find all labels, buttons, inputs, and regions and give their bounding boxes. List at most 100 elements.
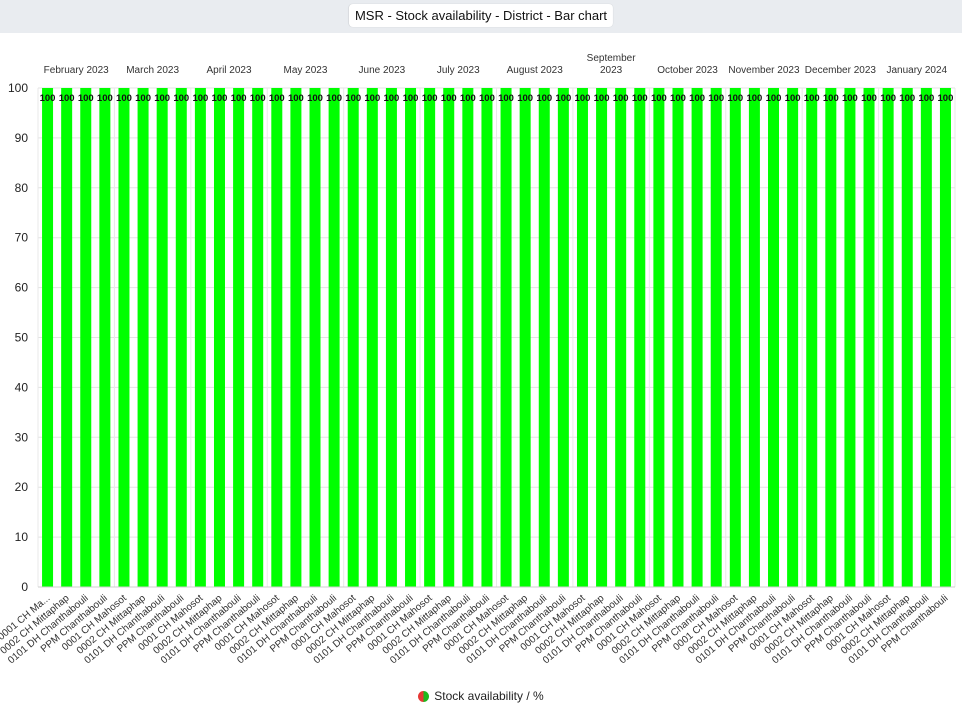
bar <box>768 88 780 587</box>
group-label: February 2023 <box>44 65 109 76</box>
bar-value-label: 100 <box>689 93 705 104</box>
bar-value-label: 100 <box>154 93 170 104</box>
bar <box>748 88 760 587</box>
bar-value-label: 100 <box>116 93 132 104</box>
bar-value-label: 100 <box>708 93 724 104</box>
group-label: July 2023 <box>437 65 480 76</box>
bar <box>347 88 359 587</box>
bar-value-label: 100 <box>250 93 266 104</box>
group-label: April 2023 <box>207 65 252 76</box>
y-tick-label: 90 <box>15 131 29 145</box>
bar <box>80 88 92 587</box>
legend[interactable]: Stock availability / % <box>0 688 962 704</box>
y-tick-label: 20 <box>15 480 29 494</box>
bar-value-label: 100 <box>326 93 342 104</box>
bar-value-label: 100 <box>670 93 686 104</box>
bar <box>194 88 206 587</box>
group-label: August 2023 <box>507 65 564 76</box>
bar <box>500 88 512 587</box>
bar <box>175 88 187 587</box>
bar-value-label: 100 <box>78 93 94 104</box>
group-label: November 2023 <box>728 65 800 76</box>
y-tick-label: 50 <box>15 331 29 345</box>
bar <box>596 88 608 587</box>
bar <box>653 88 665 587</box>
bar-value-label: 100 <box>212 93 228 104</box>
bar-value-label: 100 <box>842 93 858 104</box>
bar-value-label: 100 <box>441 93 457 104</box>
legend-label: Stock availability / % <box>434 689 544 703</box>
bar <box>519 88 531 587</box>
bar-value-label: 100 <box>651 93 667 104</box>
legend-swatch <box>418 690 430 702</box>
bar-value-label: 100 <box>383 93 399 104</box>
bar <box>576 88 588 587</box>
bar <box>634 88 646 587</box>
bar <box>309 88 321 587</box>
bar <box>99 88 111 587</box>
bar <box>424 88 436 587</box>
bar-value-label: 100 <box>288 93 304 104</box>
group-label: December 2023 <box>805 65 877 76</box>
bar-value-label: 100 <box>727 93 743 104</box>
bar <box>156 88 168 587</box>
bar-value-label: 100 <box>517 93 533 104</box>
group-label: January 2024 <box>886 65 947 76</box>
bar <box>920 88 932 587</box>
bar <box>672 88 684 587</box>
bar <box>405 88 417 587</box>
bar-value-label: 100 <box>804 93 820 104</box>
bar-value-label: 100 <box>880 93 896 104</box>
bar <box>882 88 894 587</box>
y-tick-label: 10 <box>15 530 29 544</box>
bar-value-label: 100 <box>460 93 476 104</box>
group-label: June 2023 <box>359 65 406 76</box>
bar <box>271 88 283 587</box>
y-tick-label: 70 <box>15 231 29 245</box>
bar-value-label: 100 <box>575 93 591 104</box>
bar-value-label: 100 <box>861 93 877 104</box>
bar <box>328 88 340 587</box>
bar <box>481 88 493 587</box>
bar <box>462 88 474 587</box>
bar-value-label: 100 <box>746 93 762 104</box>
y-tick-label: 40 <box>15 380 29 394</box>
bar-value-label: 100 <box>632 93 648 104</box>
bar-value-label: 100 <box>613 93 629 104</box>
bar <box>385 88 397 587</box>
bar-value-label: 100 <box>173 93 189 104</box>
bar-value-label: 100 <box>938 93 954 104</box>
bar-value-label: 100 <box>785 93 801 104</box>
bar <box>233 88 245 587</box>
bar-value-label: 100 <box>498 93 514 104</box>
bar <box>366 88 378 587</box>
bar-value-label: 100 <box>555 93 571 104</box>
bar <box>61 88 73 587</box>
bar-value-label: 100 <box>135 93 151 104</box>
bar-value-label: 100 <box>918 93 934 104</box>
bar <box>691 88 703 587</box>
bar <box>252 88 264 587</box>
title-bar: MSR - Stock availability - District - Ba… <box>0 0 962 33</box>
group-label: September 2023 <box>587 53 637 76</box>
bar <box>290 88 302 587</box>
group-label: March 2023 <box>126 65 179 76</box>
bar-value-label: 100 <box>364 93 380 104</box>
bar-value-label: 100 <box>269 93 285 104</box>
bar-value-label: 100 <box>422 93 438 104</box>
group-label: May 2023 <box>283 65 327 76</box>
bar-value-label: 100 <box>97 93 113 104</box>
bar <box>901 88 913 587</box>
bar-value-label: 100 <box>231 93 247 104</box>
y-tick-label: 60 <box>15 281 29 295</box>
bar <box>557 88 569 587</box>
bar-value-label: 100 <box>899 93 915 104</box>
bar <box>863 88 875 587</box>
y-tick-label: 30 <box>15 430 29 444</box>
bar-value-label: 100 <box>192 93 208 104</box>
y-tick-label: 80 <box>15 181 29 195</box>
bar <box>806 88 818 587</box>
bar <box>137 88 149 587</box>
bar-value-label: 100 <box>40 93 56 104</box>
